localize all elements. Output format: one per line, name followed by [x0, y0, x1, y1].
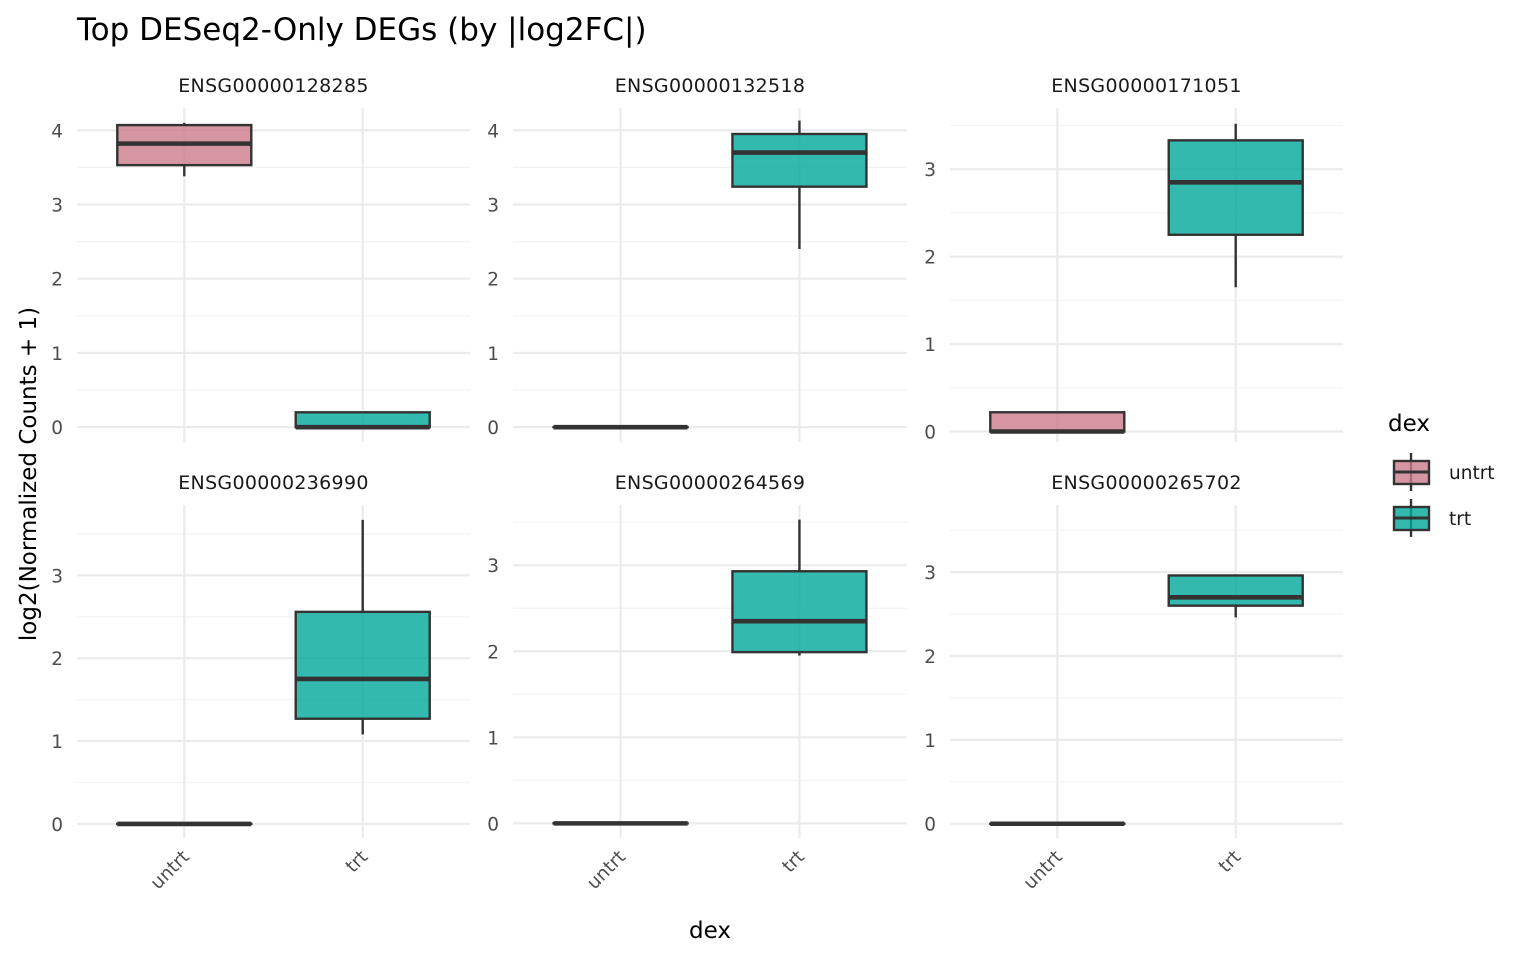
box-trt [731, 120, 868, 250]
y-tick-label: 3 [924, 160, 936, 181]
facet-strip-label: ENSG00000171051 [1051, 75, 1241, 97]
box-untrt [116, 122, 253, 177]
y-tick-label: 1 [487, 728, 499, 749]
y-tick-label: 0 [487, 814, 499, 835]
y-tick-label: 3 [924, 563, 936, 584]
facet-strip-label: ENSG00000236990 [178, 472, 368, 494]
facet-strip-label: ENSG00000132518 [615, 75, 805, 97]
x-tick-label: untrt [1020, 847, 1067, 894]
box-iqr [294, 610, 431, 720]
y-tick-label: 0 [924, 815, 936, 836]
x-axis-title: dex [689, 918, 731, 944]
x-tick-label: trt [1215, 847, 1245, 877]
x-tick-label: trt [342, 847, 372, 877]
y-tick-label: 2 [924, 248, 936, 269]
x-tick-label: untrt [583, 847, 630, 894]
y-tick-label: 2 [487, 642, 499, 663]
y-tick-label: 0 [51, 815, 63, 836]
facet-strip-label: ENSG00000264569 [615, 472, 805, 494]
box-iqr [989, 411, 1126, 433]
y-tick-label: 2 [51, 649, 63, 670]
legend-entry-untrt: untrt [1392, 453, 1495, 491]
y-tick-label: 4 [487, 121, 499, 142]
y-tick-label: 1 [51, 732, 63, 753]
y-tick-label: 3 [51, 566, 63, 587]
y-tick-label: 3 [487, 195, 499, 216]
box-iqr [1167, 574, 1304, 607]
box-untrt [989, 411, 1126, 434]
y-tick-label: 1 [51, 344, 63, 365]
facet-panel: ENSG00000236990 0 1 2 3 untrt trt [51, 472, 470, 894]
facet-panel: ENSG00000128285 0 1 2 3 4 [51, 75, 470, 442]
facet-panel: ENSG00000264569 0 1 2 3 untrt trt [487, 472, 907, 894]
box-trt [294, 519, 431, 735]
x-tick-label: untrt [147, 847, 194, 894]
box-iqr [1167, 139, 1304, 236]
box-iqr [731, 132, 868, 188]
y-tick-label: 1 [924, 335, 936, 356]
box-trt [1167, 123, 1304, 288]
facet-panels: ENSG00000128285 0 1 2 3 4 ENSG00000132518 0 1 2 3 4… [51, 75, 1343, 894]
facet-panel: ENSG00000265702 0 1 2 3 untrt trt [924, 472, 1343, 894]
legend-title: dex [1388, 411, 1430, 437]
x-tick-label: trt [778, 847, 808, 877]
y-tick-label: 0 [924, 423, 936, 444]
y-tick-label: 2 [51, 270, 63, 291]
y-tick-label: 1 [924, 731, 936, 752]
legend-label: trt [1449, 509, 1471, 530]
y-tick-label: 3 [487, 556, 499, 577]
y-tick-label: 3 [51, 195, 63, 216]
y-tick-label: 0 [487, 418, 499, 439]
facet-panel: ENSG00000171051 0 1 2 3 [924, 75, 1343, 444]
box-trt [294, 411, 431, 430]
facet-panel: ENSG00000132518 0 1 2 3 4 [487, 75, 907, 442]
y-axis-title: log2(Normalized Counts + 1) [16, 307, 42, 641]
legend-entry-trt: trt [1392, 499, 1471, 537]
legend: dex untrt trt [1388, 411, 1495, 537]
y-tick-label: 4 [51, 121, 63, 142]
y-tick-label: 1 [487, 344, 499, 365]
box-iqr [731, 570, 868, 654]
facet-strip-label: ENSG00000265702 [1051, 472, 1241, 494]
legend-entries: untrt trt [1392, 453, 1495, 537]
y-tick-label: 2 [487, 270, 499, 291]
y-tick-label: 0 [51, 418, 63, 439]
chart-title: Top DESeq2-Only DEGs (by |log2FC|) [76, 12, 647, 48]
y-tick-label: 2 [924, 647, 936, 668]
box-trt [1167, 574, 1304, 618]
legend-label: untrt [1449, 463, 1495, 484]
box-trt [731, 519, 868, 656]
facet-strip-label: ENSG00000128285 [178, 75, 368, 97]
